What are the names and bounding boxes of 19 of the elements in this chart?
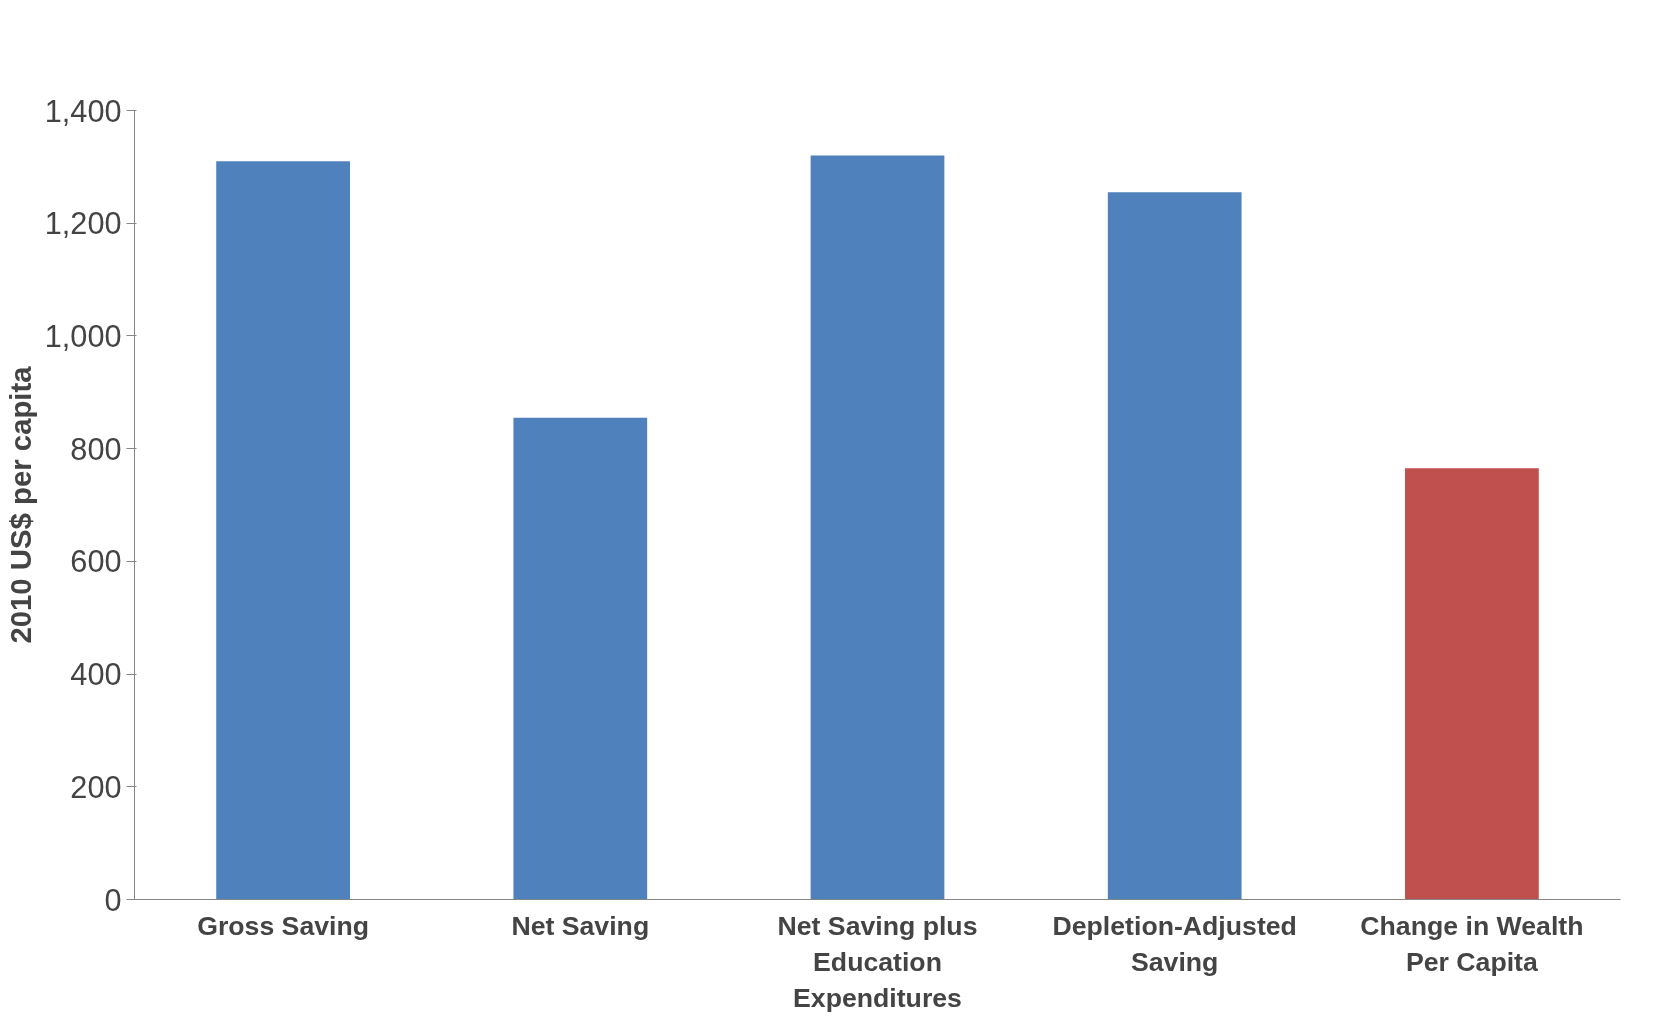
y-tick-label: 1,400	[44, 93, 122, 128]
x-tick-label: Gross Saving	[197, 910, 370, 941]
bar	[1107, 192, 1242, 900]
bar	[810, 155, 945, 900]
y-axis-title: 2010 US$ per capita	[3, 365, 37, 644]
y-tick-label: 1,000	[44, 318, 122, 353]
y-tick-label: 1,200	[44, 206, 122, 241]
x-tick-label: Net Saving	[511, 910, 650, 941]
y-tick-label: 0	[104, 882, 122, 917]
bar	[1405, 468, 1539, 900]
y-tick-label: 200	[70, 769, 122, 804]
y-tick-label: 600	[70, 544, 122, 579]
y-tick-label: 400	[70, 657, 122, 692]
x-tick-label: Net Saving plus Education Expenditures	[777, 910, 978, 1013]
x-tick-label: Change in Wealth Per Capita	[1360, 910, 1584, 977]
y-tick-label: 800	[70, 431, 122, 466]
x-tick-label: Depletion-Adjusted Saving	[1052, 910, 1297, 977]
bar	[513, 417, 648, 900]
bar	[216, 161, 350, 900]
